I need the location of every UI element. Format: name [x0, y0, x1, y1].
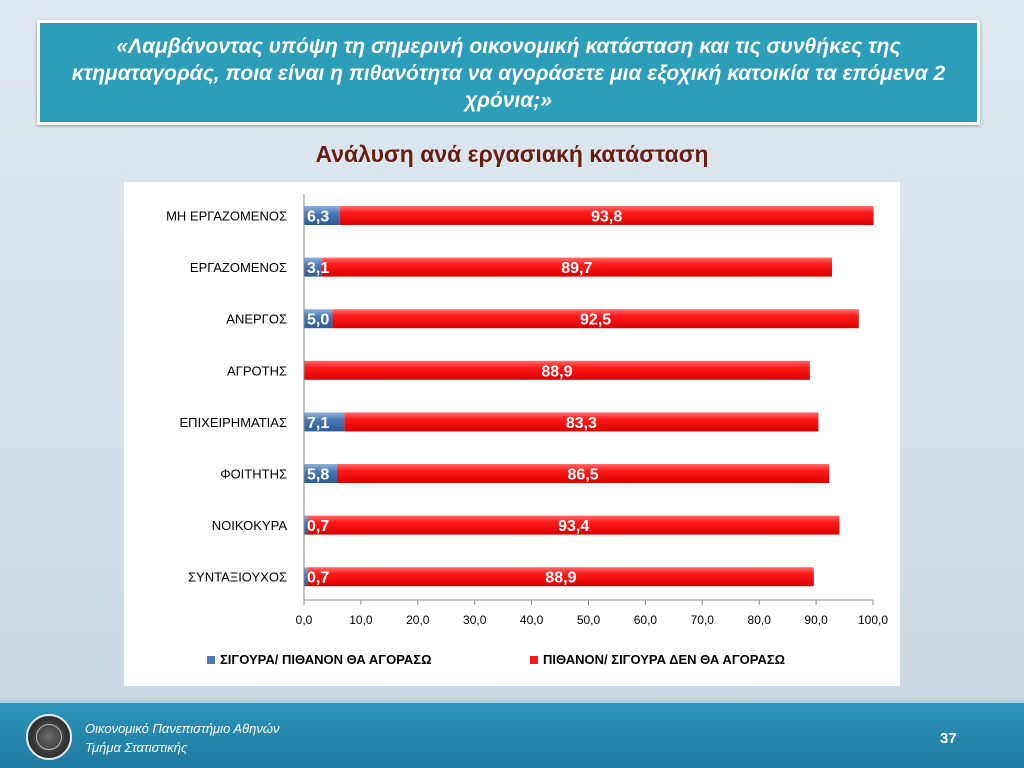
legend-label-buy: ΣΙΓΟΥΡΑ/ ΠΙΘΑΝΟΝ ΘΑ ΑΓΟΡΑΣΩ: [220, 652, 432, 667]
bar-buy: [304, 206, 340, 225]
data-label-buy: 0,7: [307, 518, 329, 535]
legend-swatch-not-buy: [530, 656, 538, 664]
bar-buy: [304, 515, 308, 535]
x-tick-label: 50,0: [577, 613, 601, 627]
bar-not-buy: [307, 567, 814, 587]
x-tick-label: 100,0: [858, 613, 888, 627]
bar-chart: ΜΗ ΕΡΓΑΖΟΜΕΝΟΣ 6,3 93,8 ΕΡΓΑΖΟΜΕΝΟΣ 3,1 89,7 Α…: [166, 194, 888, 667]
category-label: ΑΓΡΟΤΗΣ: [227, 363, 287, 378]
chart-panel: ΜΗ ΕΡΓΑΖΟΜΕΝΟΣ 6,3 93,8 ΕΡΓΑΖΟΜΕΝΟΣ 3,1 89,7 Α…: [124, 182, 900, 686]
data-label-not-buy: 86,5: [568, 467, 599, 484]
university-logo-icon: [26, 714, 72, 760]
bar-buy: [304, 257, 322, 277]
category-label: ΑΝΕΡΓΟΣ: [226, 312, 287, 327]
bar-buy: [304, 309, 333, 329]
category-label: ΝΟΙΚΟΚΥΡΑ: [212, 518, 288, 533]
bar-not-buy: [307, 515, 840, 535]
page-number: 37: [940, 730, 957, 747]
data-label-buy: 7,1: [307, 415, 329, 432]
data-label-not-buy: 89,7: [561, 260, 592, 277]
x-tick-label: 20,0: [406, 613, 430, 627]
data-label-not-buy: 93,8: [591, 209, 622, 226]
data-label-not-buy: 92,5: [580, 312, 611, 329]
category-label: ΕΠΙΧΕΙΡΗΜΑΤΙΑΣ: [180, 415, 287, 430]
x-tick-label: 70,0: [691, 613, 715, 627]
footer-divider: [0, 699, 1024, 703]
chart-subtitle: Ανάλυση ανά εργασιακή κατάσταση: [315, 141, 709, 167]
data-label-not-buy: 83,3: [566, 415, 597, 432]
bar-buy: [304, 464, 338, 483]
category-label: ΕΡΓΑΖΟΜΕΝΟΣ: [190, 260, 287, 275]
data-label-buy: 0,7: [307, 570, 329, 587]
x-tick-label: 40,0: [520, 613, 544, 627]
footer-bar: [0, 703, 1024, 768]
category-label: ΜΗ ΕΡΓΑΖΟΜΕΝΟΣ: [166, 209, 287, 224]
data-label-buy: 5,8: [307, 467, 329, 484]
bar-not-buy: [337, 464, 830, 483]
data-label-not-buy: 93,4: [558, 518, 589, 535]
x-tick-label: 60,0: [634, 613, 658, 627]
footer-department: Τμήμα Στατιστικής: [85, 740, 188, 755]
x-tick-label: 10,0: [349, 613, 373, 627]
footer-university: Οικονομικό Πανεπιστήμιο Αθηνών: [85, 721, 280, 736]
bar-not-buy: [339, 206, 874, 225]
question-banner: «Λαμβάνοντας υπόψη τη σημερινή οικονομικ…: [37, 20, 980, 125]
x-tick-label: 80,0: [748, 613, 772, 627]
legend-label-not-buy: ΠΙΘΑΝΟΝ/ ΣΙΓΟΥΡΑ ΔΕΝ ΘΑ ΑΓΟΡΑΣΩ: [543, 652, 785, 667]
data-label-buy: 5,0: [307, 312, 329, 329]
bar-not-buy: [332, 309, 859, 329]
x-tick-label: 90,0: [804, 613, 828, 627]
data-label-buy: 3,1: [307, 260, 329, 277]
question-text: «Λαμβάνοντας υπόψη τη σημερινή οικονομικ…: [71, 35, 946, 112]
x-tick-label: 30,0: [463, 613, 487, 627]
bar-not-buy: [304, 360, 810, 380]
data-label-buy: 6,3: [307, 209, 329, 226]
bar-buy: [304, 567, 308, 587]
legend-swatch-buy: [207, 656, 215, 664]
bar-not-buy: [344, 412, 819, 432]
category-label: ΣΥΝΤΑΞΙΟΥΧΟΣ: [188, 570, 287, 585]
x-tick-label: 0,0: [296, 613, 313, 627]
bar-not-buy: [321, 257, 833, 277]
data-label-not-buy: 88,9: [541, 363, 572, 380]
bar-buy: [304, 412, 345, 432]
data-label-not-buy: 88,9: [545, 570, 576, 587]
category-label: ΦΟΙΤΗΤΗΣ: [220, 467, 287, 482]
